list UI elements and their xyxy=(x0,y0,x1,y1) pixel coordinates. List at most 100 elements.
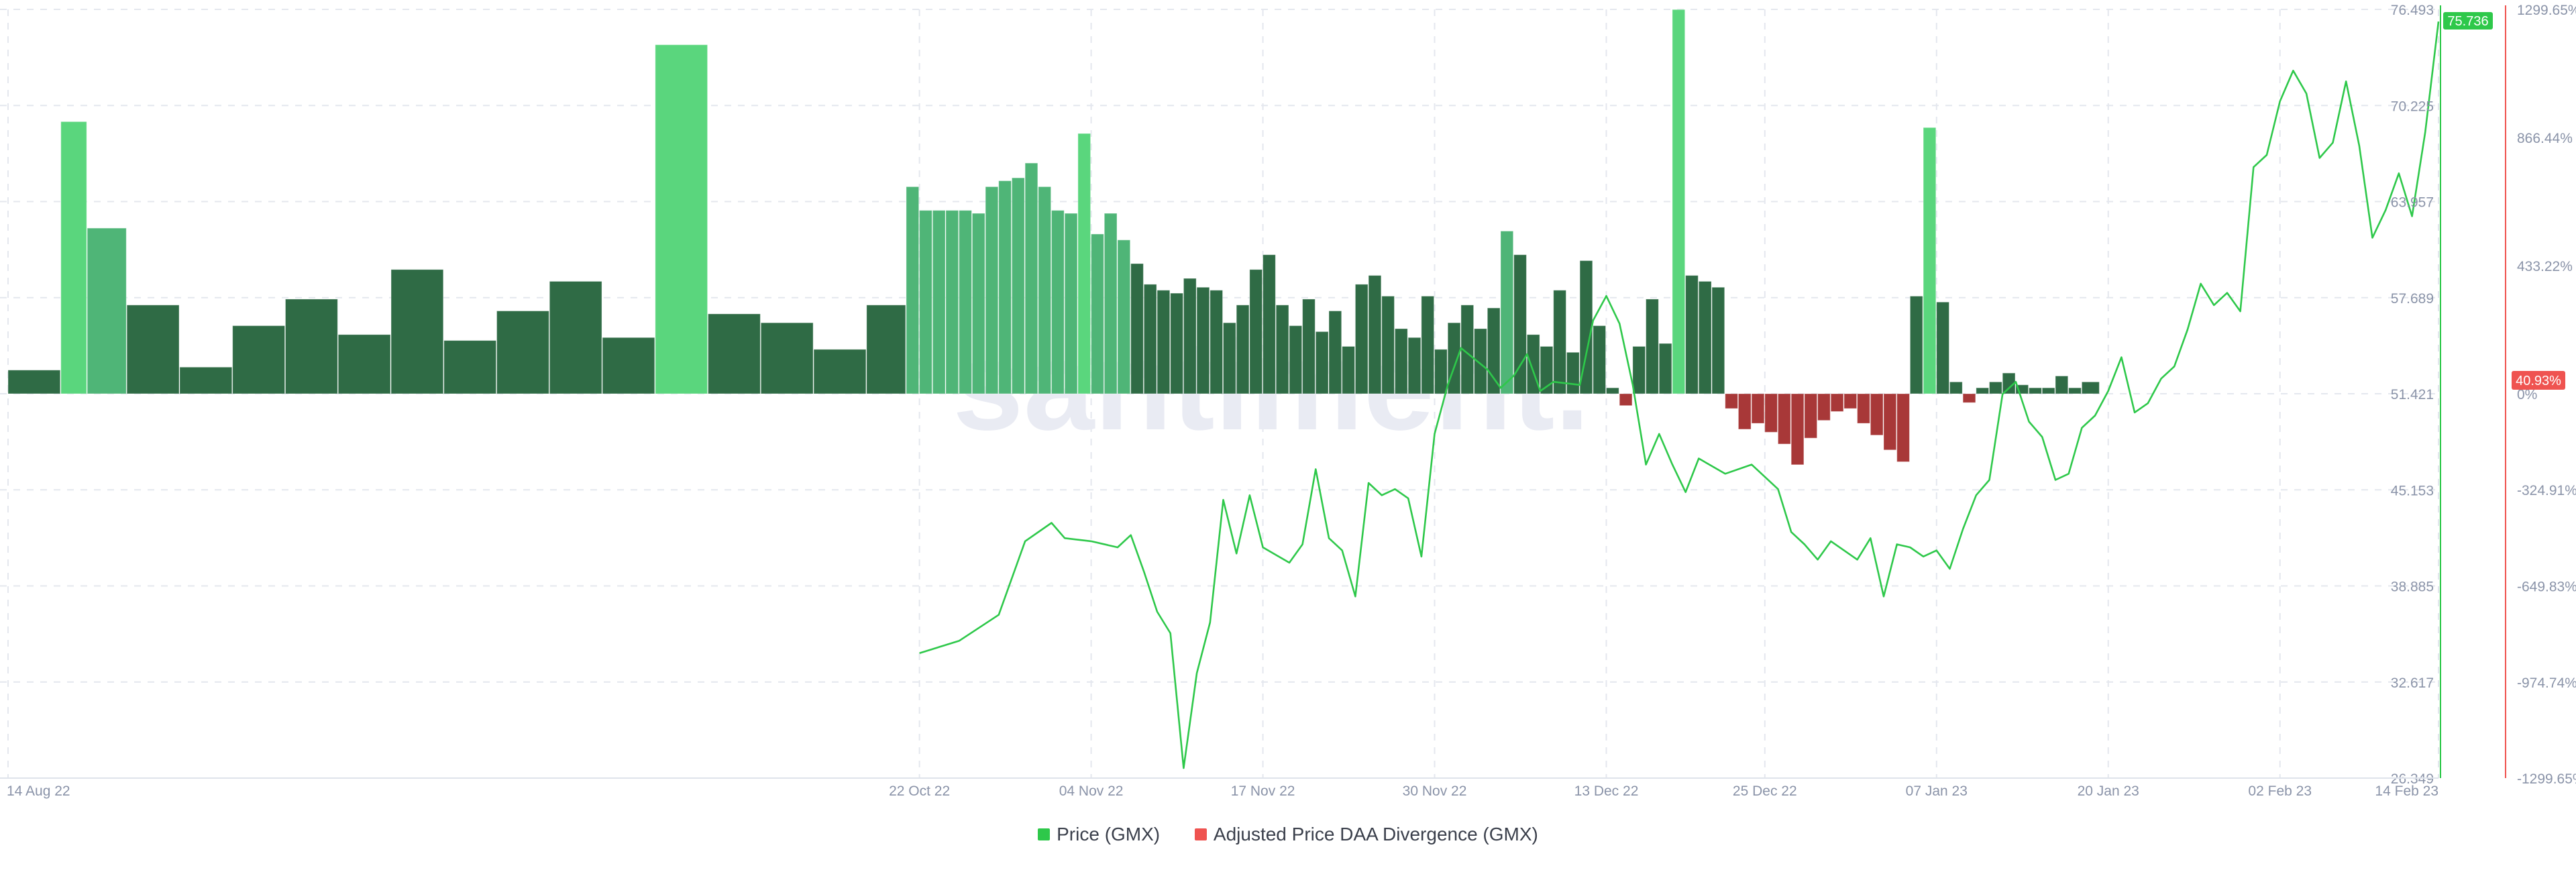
divergence-bar xyxy=(932,210,946,394)
divergence-badge-bg xyxy=(2512,371,2565,390)
divergence-bar xyxy=(1804,393,1818,439)
divergence-bar xyxy=(337,334,391,394)
divergence-bar xyxy=(1407,337,1421,394)
divergence-bar xyxy=(1949,381,1963,394)
divergence-bar xyxy=(985,186,999,394)
divergence-bar xyxy=(1751,393,1765,424)
divergence-bar xyxy=(1342,345,1355,394)
divergence-bar xyxy=(1487,307,1501,394)
divergence-bar xyxy=(919,210,932,394)
legend-item-divergence[interactable]: Adjusted Price DAA Divergence (GMX) xyxy=(1194,824,1538,845)
divergence-bar xyxy=(1447,322,1461,394)
divergence-bar xyxy=(179,366,233,394)
legend-item-price[interactable]: Price (GMX) xyxy=(1038,824,1160,845)
x-tick-label: 02 Feb 23 xyxy=(2248,783,2312,799)
divergence-bar xyxy=(655,44,708,394)
x-tick-label: 30 Nov 22 xyxy=(1403,783,1467,799)
divergence-bar xyxy=(2055,376,2069,394)
divergence-bar xyxy=(2081,381,2100,394)
y-right-tick-label: 1299.65% xyxy=(2517,3,2576,18)
legend-label-divergence: Adjusted Price DAA Divergence (GMX) xyxy=(1213,824,1538,844)
divergence-bar xyxy=(708,313,761,394)
divergence-bar xyxy=(760,322,814,394)
divergence-bar xyxy=(1777,393,1791,445)
divergence-bar xyxy=(1909,296,1923,394)
x-tick-label: 22 Oct 22 xyxy=(889,783,950,799)
divergence-bar xyxy=(1632,345,1646,394)
divergence-bar xyxy=(1434,349,1448,394)
y-left-tick-label: 26.349 xyxy=(2391,771,2434,787)
divergence-bar xyxy=(1737,393,1752,430)
divergence-bar xyxy=(1711,286,1725,394)
divergence-bars xyxy=(7,9,2100,466)
divergence-bar xyxy=(1923,127,1937,394)
y-right-tick-label: 433.22% xyxy=(2517,259,2573,274)
y-left-tick-label: 45.153 xyxy=(2391,483,2434,498)
divergence-bar xyxy=(1381,296,1395,394)
divergence-bar xyxy=(1170,292,1183,394)
divergence-bar xyxy=(1593,325,1607,394)
divergence-bar xyxy=(1104,213,1118,394)
legend-swatch-divergence xyxy=(1194,828,1207,840)
y-left-tick-label: 32.617 xyxy=(2391,675,2434,691)
divergence-bar xyxy=(549,280,602,394)
divergence-bar xyxy=(1368,275,1382,394)
divergence-bar xyxy=(1619,393,1633,406)
divergence-bar xyxy=(284,298,338,394)
divergence-bar xyxy=(1064,213,1078,394)
divergence-bar xyxy=(1698,280,1712,394)
divergence-bar xyxy=(959,210,972,394)
divergence-bar xyxy=(1725,393,1738,409)
x-tick-label: 14 Feb 23 xyxy=(2375,783,2438,799)
divergence-bar xyxy=(1830,393,1844,412)
divergence-bar xyxy=(1024,162,1038,394)
divergence-bar xyxy=(1302,298,1316,394)
divergence-bar xyxy=(998,180,1012,394)
y-right-tick-label: 866.44% xyxy=(2517,131,2573,146)
divergence-bar xyxy=(1315,331,1329,394)
divergence-bar xyxy=(2068,387,2082,394)
y-left-tick-label: 76.493 xyxy=(2391,3,2434,18)
divergence-bar xyxy=(1196,286,1210,394)
divergence-bar xyxy=(1817,393,1831,421)
divergence-bar xyxy=(1263,254,1276,394)
divergence-bar xyxy=(1117,239,1131,394)
x-tick-label: 07 Jan 23 xyxy=(1906,783,1968,799)
divergence-bar xyxy=(1183,278,1197,394)
y-right-tick-label: -974.74% xyxy=(2517,675,2576,691)
divergence-badge-label: 40.93% xyxy=(2516,374,2561,388)
x-tick-label: 04 Nov 22 xyxy=(1059,783,1124,799)
divergence-bar xyxy=(1540,345,1554,394)
divergence-bar xyxy=(602,337,655,394)
divergence-bar xyxy=(87,227,127,394)
divergence-bar xyxy=(1394,328,1408,394)
divergence-bar xyxy=(1658,343,1672,394)
y-right-tick-label: 0% xyxy=(2517,387,2537,402)
divergence-bar xyxy=(1051,210,1065,394)
divergence-bar xyxy=(1764,393,1778,433)
price-line-layer xyxy=(919,21,2440,769)
legend-swatch-price xyxy=(1038,828,1051,840)
divergence-bar xyxy=(1896,393,1910,462)
price-badge-bg xyxy=(2443,12,2493,30)
divergence-bar xyxy=(1474,328,1487,394)
y-left-tick-label: 63.957 xyxy=(2391,195,2434,211)
y-left-tick-label: 57.689 xyxy=(2391,291,2434,307)
divergence-bar xyxy=(1236,305,1250,394)
divergence-bar xyxy=(2041,387,2055,394)
divergence-bar xyxy=(1989,381,2002,394)
divergence-bar xyxy=(1976,387,1990,394)
divergence-bar xyxy=(443,340,497,394)
divergence-bar xyxy=(1421,296,1435,394)
x-tick-label: 13 Dec 22 xyxy=(1574,783,1639,799)
legend-label-price: Price (GMX) xyxy=(1057,824,1161,844)
legend: Price (GMX) Adjusted Price DAA Divergenc… xyxy=(0,824,2576,845)
divergence-bar xyxy=(1646,298,1659,394)
divergence-bar xyxy=(1857,393,1870,424)
divergence-bar xyxy=(1011,177,1025,394)
divergence-bar xyxy=(1672,9,1686,394)
divergence-bar xyxy=(1936,301,1949,394)
divergence-bar xyxy=(60,121,87,394)
x-tick-label: 25 Dec 22 xyxy=(1733,783,1797,799)
